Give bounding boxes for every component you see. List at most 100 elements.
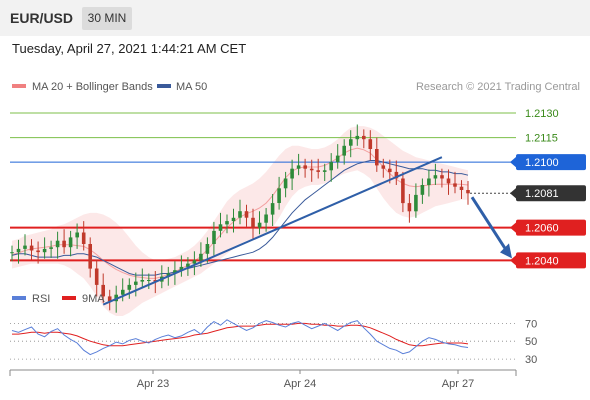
chart-credit: Research © 2021 Trading Central [416, 81, 580, 93]
candle-body [29, 245, 34, 251]
candle-body [414, 194, 418, 212]
candle-body [153, 280, 158, 282]
candle-body [101, 284, 105, 297]
candle-body [107, 296, 112, 302]
candle-body [368, 139, 373, 149]
candle-body [349, 139, 353, 146]
level-lines [10, 112, 516, 262]
candle-body [205, 244, 210, 254]
candle-body [375, 149, 379, 166]
legend-label-bollinger: MA 20 + Bollinger Bands [32, 81, 153, 93]
header-bar: EUR/USD 30 MIN [0, 0, 590, 36]
candle-body [147, 280, 151, 281]
timeframe-button[interactable]: 30 MIN [82, 7, 132, 30]
candle-body [218, 224, 223, 231]
level-label-support: 1.2040 [525, 255, 559, 267]
candle-body [68, 237, 73, 248]
candle-body [290, 168, 294, 179]
candle-body [10, 252, 14, 254]
level-badge-pivot [516, 154, 586, 171]
candle-body [140, 280, 145, 282]
candle-body [446, 178, 451, 184]
candle-body [225, 221, 229, 225]
level-label-resistance: 1.2115 [525, 133, 558, 145]
trendlines [102, 156, 512, 306]
candle-body [335, 155, 340, 163]
candle-body [296, 165, 301, 169]
candlesticks [10, 124, 470, 313]
candle-body [329, 162, 333, 171]
candle-body [277, 188, 281, 203]
rsi-tick-label: 50 [525, 336, 537, 348]
candle-body [388, 168, 392, 172]
candle-body [179, 266, 184, 271]
rsi-line [11, 319, 469, 356]
candle-body [459, 186, 464, 190]
legend-label-rsi: RSI [32, 293, 50, 305]
candle-body [283, 178, 288, 189]
candle-body [420, 185, 425, 195]
candle-body [362, 135, 366, 140]
candle-body [62, 240, 66, 248]
candle-body [440, 175, 444, 179]
candle-body [401, 178, 405, 204]
level-badge-pointer [510, 187, 517, 200]
moving-averages [11, 160, 469, 276]
level-badge-pointer [510, 156, 517, 169]
level-badge-pointer [510, 221, 517, 234]
candle-body [244, 211, 249, 218]
candle-body [49, 247, 53, 249]
legend-swatch-ma50 [157, 84, 171, 88]
candle-body [381, 165, 386, 169]
candle-body [322, 170, 327, 172]
level-label-support: 1.2060 [525, 223, 559, 235]
candle-body [55, 240, 60, 248]
legend-label-ma50: MA 50 [176, 81, 207, 93]
candle-body [192, 260, 197, 264]
candle-body [212, 230, 216, 244]
candle-body [238, 211, 242, 218]
candle-body [75, 232, 79, 238]
x-axis-ticks: Apr 23 Apr 24 Apr 27 [137, 370, 474, 390]
candle-body [16, 248, 21, 253]
level-badge-support [516, 252, 586, 269]
ma50-line [11, 160, 469, 276]
candle-body [186, 263, 190, 267]
candle-body [121, 289, 125, 295]
candle-body [342, 145, 346, 156]
candle-body [407, 203, 412, 212]
candle-body [264, 214, 268, 223]
candle-body [36, 250, 40, 253]
level-label-current: 1.2081 [525, 188, 559, 200]
level-badge-support [516, 219, 586, 236]
candle-body [466, 190, 470, 194]
candle-body [173, 270, 177, 274]
level-label-pivot: 1.2100 [525, 157, 559, 169]
candle-body [355, 135, 360, 140]
candle-body [231, 217, 236, 222]
candle-body [270, 203, 275, 215]
candle-body [81, 232, 86, 244]
rsi-tick-label: 70 [525, 318, 537, 330]
candle-body [427, 178, 431, 185]
x-tick-label: Apr 27 [442, 378, 474, 390]
x-tick-label: Apr 24 [284, 378, 316, 390]
timestamp: Tuesday, April 27, 2021 1:44:21 AM CET [12, 41, 247, 56]
candle-body [433, 175, 438, 179]
level-badge-current [516, 185, 586, 202]
candle-body [199, 253, 203, 261]
candle-body [394, 171, 399, 179]
rsi-panel: 70 50 30 [10, 318, 537, 366]
x-tick-label: Apr 23 [137, 378, 169, 390]
rsi-ma-line [12, 322, 469, 347]
candle-body [453, 183, 457, 187]
candle-body [127, 284, 132, 290]
rsi-tick-label: 30 [525, 354, 537, 366]
candle-body [88, 244, 92, 269]
candle-body [303, 165, 307, 169]
candle-body [309, 168, 314, 171]
candle-body [251, 217, 255, 228]
legend-swatch-rsi [12, 296, 26, 300]
candle-body [316, 170, 320, 172]
